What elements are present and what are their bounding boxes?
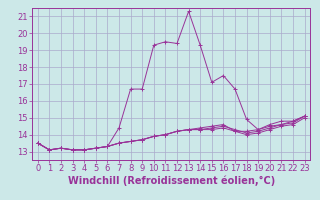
X-axis label: Windchill (Refroidissement éolien,°C): Windchill (Refroidissement éolien,°C) [68, 176, 275, 186]
